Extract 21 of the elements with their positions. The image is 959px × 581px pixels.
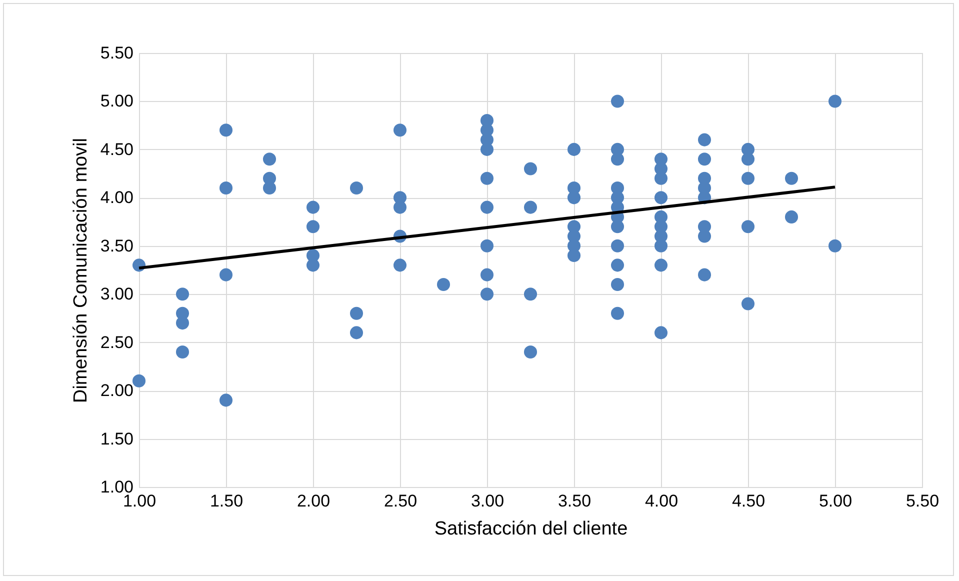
x-tick-label: 2.00	[296, 492, 330, 510]
y-tick-label: 5.50	[100, 44, 134, 62]
x-tick-label: 3.00	[470, 492, 504, 510]
y-tick-label: 1.50	[100, 429, 134, 448]
x-tick-label: 2.50	[384, 492, 418, 510]
y-tick-label: 4.50	[100, 140, 134, 159]
y-tick-label: 5.00	[100, 92, 134, 111]
y-tick-label: 3.00	[100, 284, 134, 304]
y-axis-title: Dimensión Comunicación movil	[70, 138, 92, 404]
x-tick-label: 1.00	[122, 492, 156, 510]
x-tick-label: 4.00	[644, 492, 678, 510]
x-tick-label: 5.00	[818, 492, 852, 510]
x-axis-title: Satisfacción del cliente	[434, 518, 628, 540]
y-tick-label: 4.00	[100, 188, 134, 208]
y-tick-label: 3.50	[100, 236, 134, 256]
y-tick-label: 2.00	[100, 381, 134, 400]
y-tick-label: 2.50	[100, 332, 134, 352]
x-tick-label: 3.50	[558, 492, 592, 510]
x-tick-label: 4.50	[732, 492, 766, 510]
x-tick-label: 1.50	[210, 492, 244, 510]
x-tick-label: 5.50	[906, 492, 940, 510]
